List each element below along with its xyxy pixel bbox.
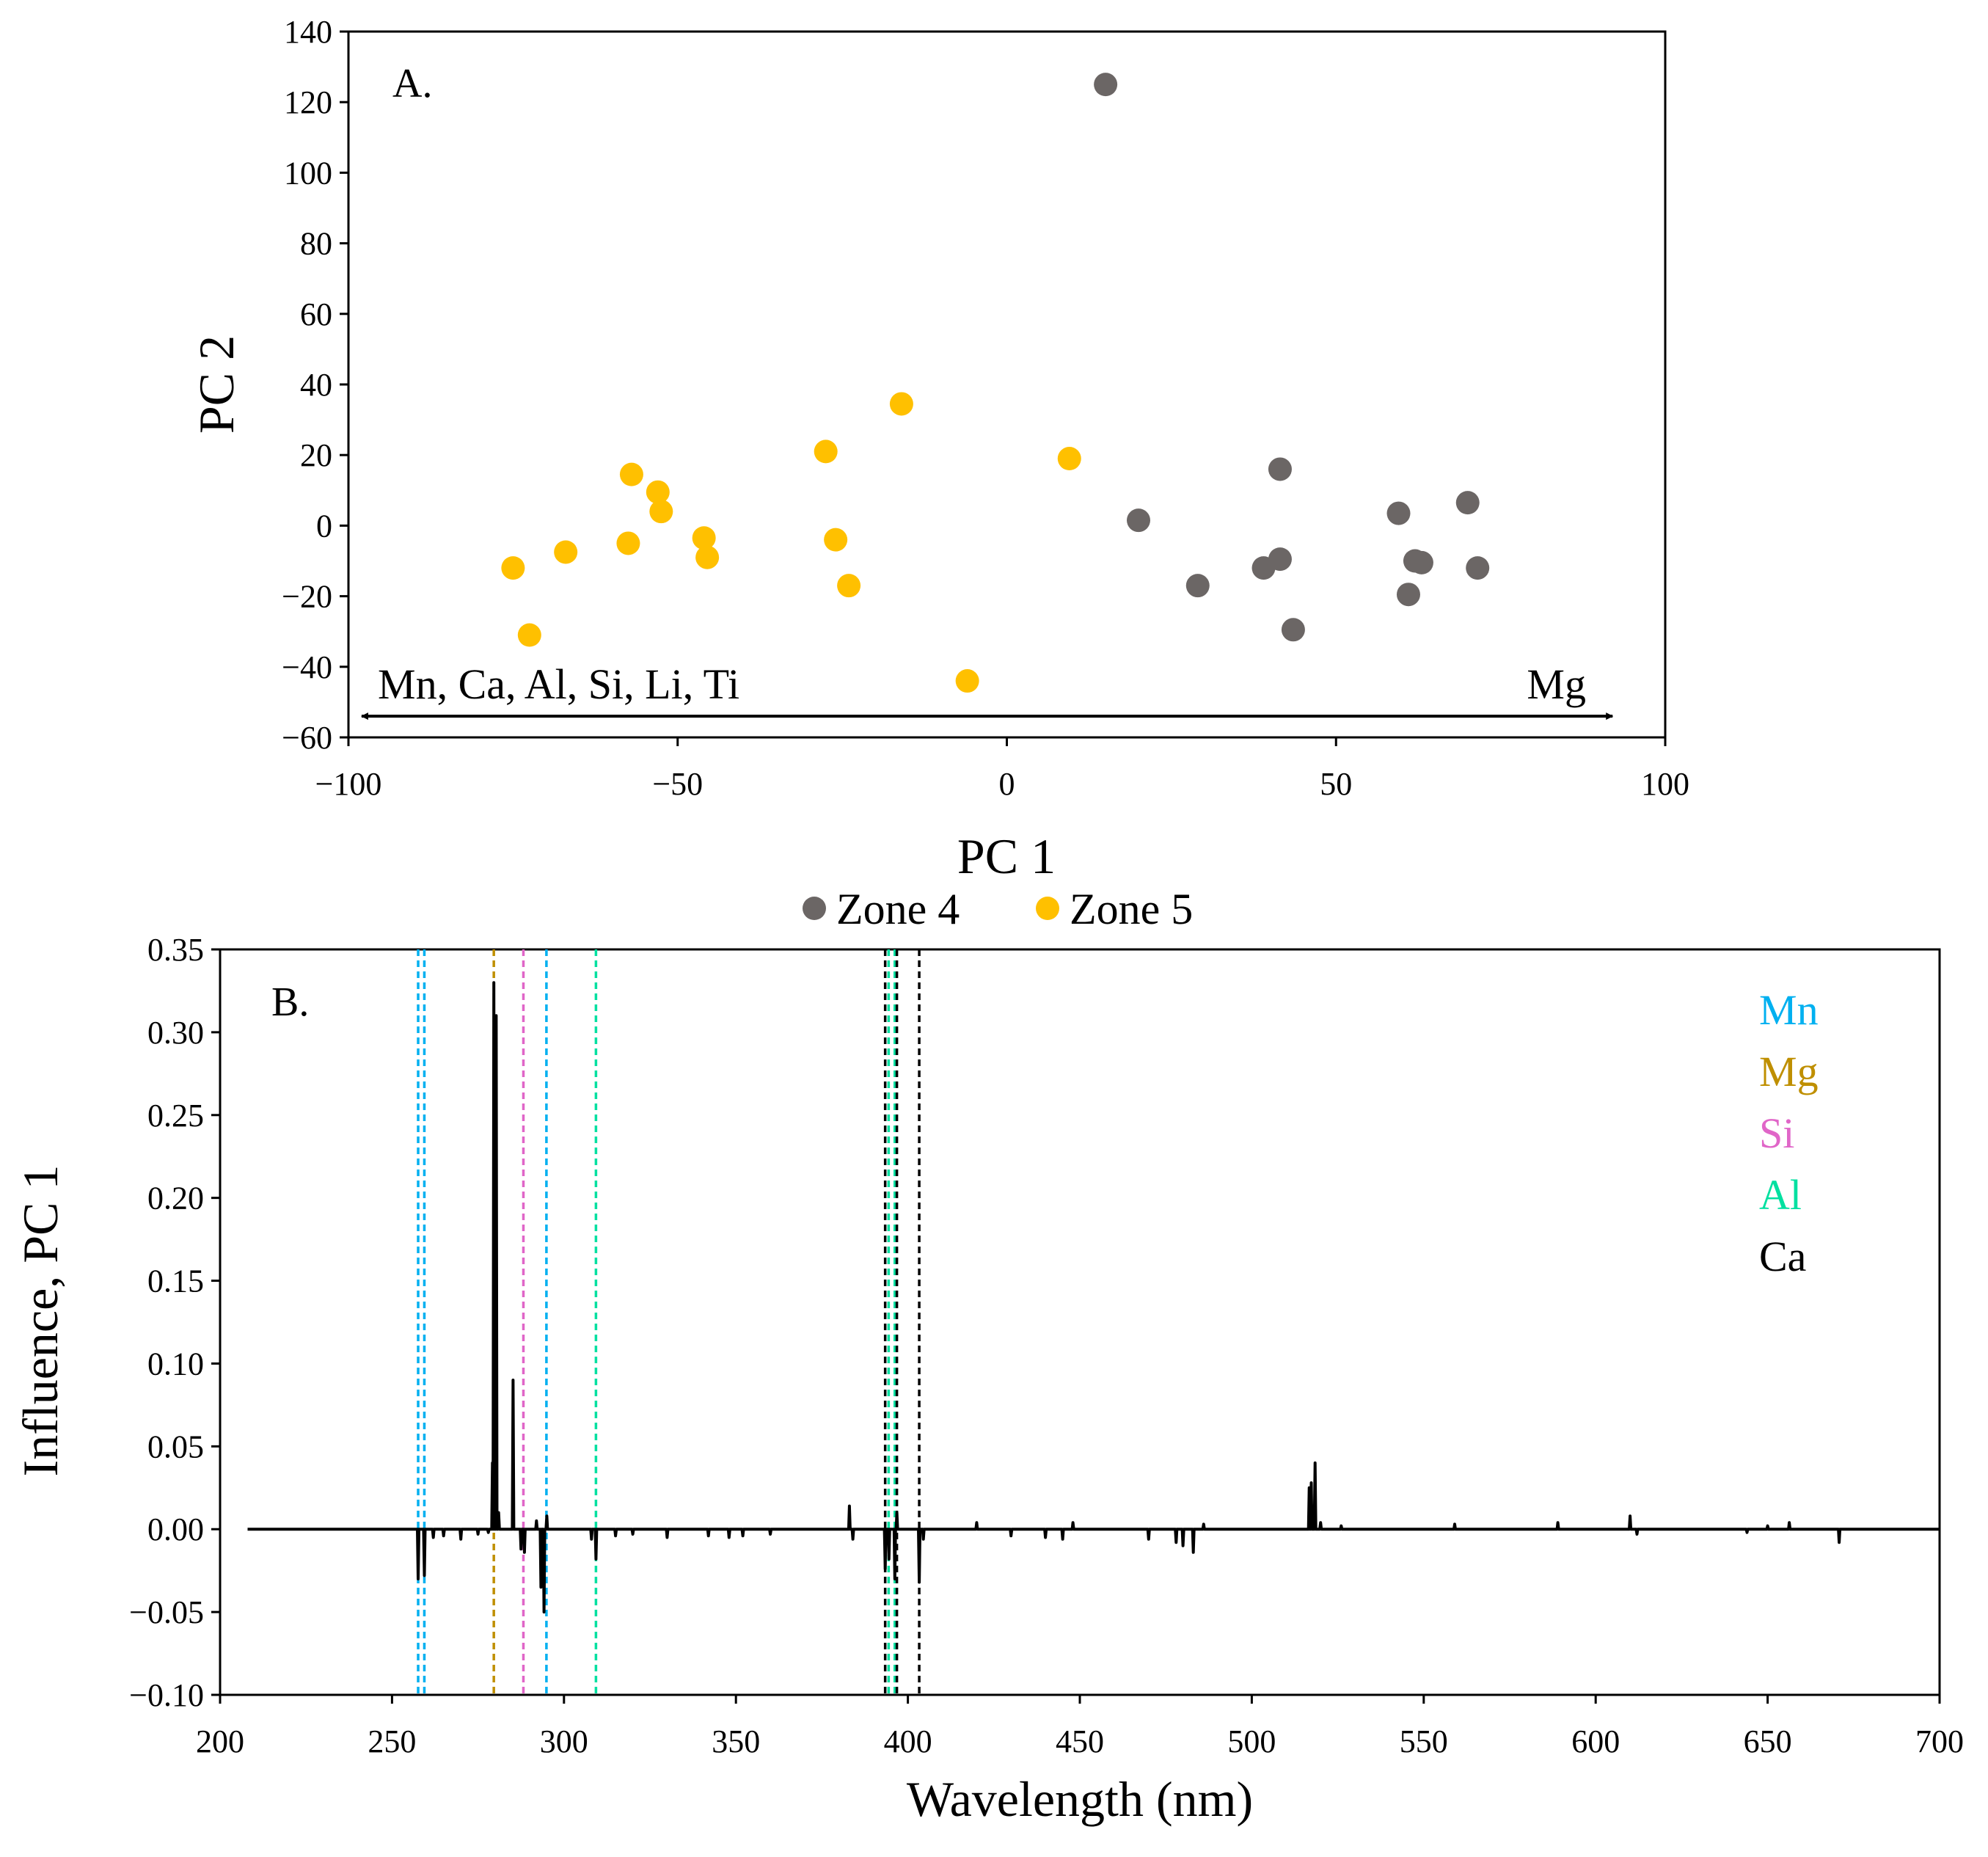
x-tick-label-b: 600 (1571, 1723, 1620, 1759)
legend-marker-zone5 (1036, 897, 1059, 920)
point-zone5 (646, 480, 670, 504)
point-zone4 (1281, 618, 1305, 642)
x-axis-title-b: Wavelength (nm) (907, 1771, 1253, 1827)
y-tick-label-b: 0.15 (147, 1263, 204, 1299)
x-tick-label-b: 250 (368, 1723, 416, 1759)
point-zone5 (501, 556, 525, 580)
legend-label-si: Si (1759, 1109, 1794, 1157)
pc1-influence-spectrum (247, 981, 1940, 1614)
y-tick-label-b: 0.10 (147, 1346, 204, 1382)
point-zone5 (889, 392, 913, 416)
x-tick-label-b: 200 (196, 1723, 244, 1759)
point-zone5 (955, 669, 979, 693)
x-tick-label-b: 400 (884, 1723, 932, 1759)
y-tick-label-b: 0.35 (147, 932, 204, 968)
legend-label-al: Al (1759, 1171, 1802, 1219)
y-ticks-b: −0.10 −0.05 0.00 0.05 0.10 0.15 0.20 0.25 0.30 0.… (129, 932, 220, 1713)
point-zone4 (1094, 73, 1118, 97)
x-tick-label-b: 700 (1915, 1723, 1964, 1759)
x-tick-label-a: −100 (315, 766, 382, 802)
point-zone4 (1386, 501, 1411, 525)
point-zone4 (1185, 574, 1210, 598)
x-tick-label-a: 100 (1641, 766, 1689, 802)
y-tick-label-a: 120 (284, 84, 332, 120)
x-tick-label-b: 650 (1744, 1723, 1792, 1759)
x-ticks-b: 200 250 300 350 400 450 500 550 600 650 700 (196, 1695, 1964, 1759)
y-tick-label-a: −60 (282, 720, 332, 756)
point-zone4 (1455, 491, 1480, 515)
point-zone5 (616, 531, 640, 555)
legend-label-zone5: Zone 5 (1070, 885, 1193, 933)
point-zone5 (837, 574, 861, 598)
point-zone5 (649, 500, 673, 524)
y-tick-label-a: 60 (300, 296, 332, 332)
point-zone5 (1057, 447, 1081, 471)
x-tick-label-b: 500 (1227, 1723, 1276, 1759)
plot-area-b (219, 948, 1941, 1696)
x-tick-label-b: 350 (712, 1723, 760, 1759)
legend-label-ca: Ca (1759, 1233, 1806, 1280)
y-tick-label-a: 40 (300, 367, 332, 403)
point-zone4 (1268, 547, 1292, 572)
point-zone5 (554, 540, 578, 564)
y-tick-label-b: 0.30 (147, 1015, 204, 1051)
y-tick-label-b: 0.25 (147, 1098, 204, 1134)
x-axis-title-a: PC 1 (957, 828, 1056, 884)
panel-label-b: B. (271, 979, 309, 1025)
y-tick-label-b: −0.10 (129, 1677, 204, 1713)
point-zone4 (1396, 583, 1420, 607)
x-tick-label-b: 300 (540, 1723, 588, 1759)
legend-marker-zone4 (803, 897, 826, 920)
y-axis-title-a: PC 2 (189, 335, 244, 434)
y-tick-label-a: 80 (300, 226, 332, 262)
point-zone5 (692, 526, 716, 550)
arrow-label-right: Mg (1527, 660, 1586, 708)
y-tick-label-b: 0.00 (147, 1511, 204, 1547)
y-tick-label-b: 0.05 (147, 1429, 204, 1464)
x-tick-label-b: 550 (1400, 1723, 1448, 1759)
y-axis-title-b: Influence, PC 1 (12, 1165, 68, 1477)
y-ticks-a: −60 −40 −20 0 20 40 60 80 100 120 140 (282, 14, 348, 756)
point-zone4 (1409, 550, 1433, 574)
legend-label-mn: Mn (1759, 986, 1819, 1034)
x-tick-label-a: −50 (652, 766, 703, 802)
legend-a: Zone 4 Zone 5 (803, 885, 1193, 933)
y-tick-label-a: 100 (284, 155, 332, 191)
point-zone5 (517, 623, 541, 647)
plot-area-a (347, 30, 1667, 739)
point-zone5 (824, 528, 848, 552)
arrow-label-left: Mn, Ca, Al, Si, Li, Ti (378, 660, 739, 708)
scatter-chart-panel-a: −60 −40 −20 0 20 40 60 80 100 120 140 −100 −50 0 50 10… (189, 14, 1689, 933)
point-zone5 (814, 439, 838, 464)
scatter-points (501, 73, 1490, 693)
point-zone4 (1127, 508, 1150, 533)
line-chart-panel-b: −0.10 −0.05 0.00 0.05 0.10 0.15 0.20 0.25 0.30 0.… (12, 932, 1964, 1827)
x-tick-label-a: 50 (1320, 766, 1352, 802)
x-ticks-a: −100 −50 0 50 100 (315, 737, 1689, 802)
y-tick-label-a: 20 (300, 437, 332, 473)
point-zone5 (695, 545, 720, 569)
legend-label-zone4: Zone 4 (836, 885, 960, 933)
legend-b: Mn Mg Si Al Ca (1759, 986, 1819, 1280)
point-zone5 (619, 462, 643, 486)
y-tick-label-a: −40 (282, 649, 332, 685)
x-tick-label-b: 450 (1056, 1723, 1104, 1759)
legend-label-mg: Mg (1759, 1048, 1819, 1095)
y-tick-label-a: −20 (282, 579, 332, 615)
y-tick-label-b: 0.20 (147, 1181, 204, 1216)
y-tick-label-a: 0 (316, 508, 332, 544)
y-tick-label-a: 140 (284, 14, 332, 50)
point-zone4 (1466, 556, 1490, 580)
panel-label-a: A. (392, 61, 432, 106)
point-zone4 (1268, 457, 1292, 481)
x-tick-label-a: 0 (999, 766, 1015, 802)
y-tick-label-b: −0.05 (129, 1594, 204, 1630)
